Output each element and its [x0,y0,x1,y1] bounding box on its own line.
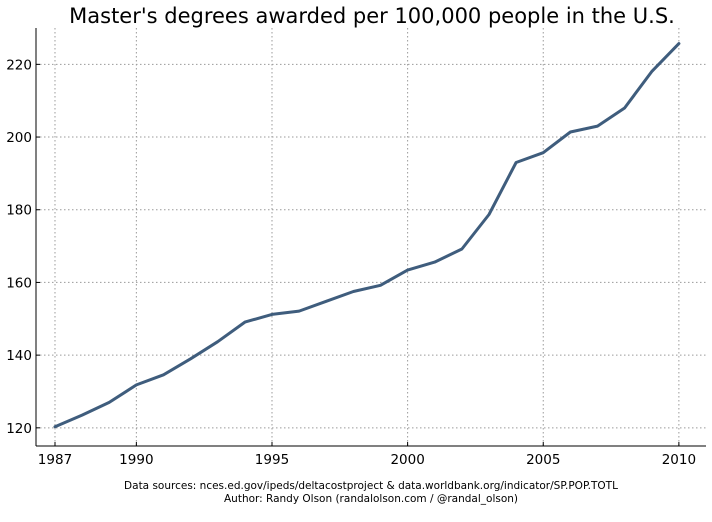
series-line-0 [53,42,681,429]
data-point [623,107,626,109]
data-point [325,300,328,303]
data-point [216,340,219,343]
x-tick-label: 2005 [526,452,560,468]
ticks: 120 140 160 180 200 220 1987 1990 1995 2000 2005 20… [6,57,696,468]
y-tick-label: 220 [6,57,32,73]
x-tick-label: 2010 [662,452,696,468]
data-point [461,248,463,250]
author-note: Author: Randy Olson (randalolson.com / @… [224,493,518,505]
y-tick-label: 160 [6,275,32,291]
data-point [108,401,111,404]
data-point [379,284,382,287]
y-tick-label: 200 [6,130,32,146]
x-tick-label: 1990 [119,452,153,468]
data-point [596,125,599,127]
data-point [189,357,192,360]
data-point [162,373,165,376]
data-point [569,131,572,133]
data-point [488,213,490,216]
data-point [135,384,138,386]
data-point [650,70,653,73]
chart-title: Master's degrees awarded per 100,000 peo… [69,4,675,28]
data-point [406,269,409,271]
data-point [81,414,83,416]
data-sources-note: Data sources: nces.ed.gov/ipeds/deltacos… [124,480,618,492]
data-point [515,161,517,164]
data-point [244,321,246,323]
data-point [271,313,273,316]
data-point [433,261,436,263]
data-point [678,42,680,45]
data-point [542,151,545,154]
y-tick-label: 180 [6,203,32,219]
x-tick-label: 2000 [390,452,424,468]
data-point [352,290,355,293]
data-point [54,425,56,428]
axes [35,28,706,447]
y-tick-label: 120 [6,421,32,437]
y-tick-label: 140 [6,348,32,364]
series-group [53,42,681,429]
x-tick-label: 1995 [255,452,289,468]
gridlines [36,28,706,446]
x-tick-label: 1987 [38,452,72,468]
data-point [298,310,300,312]
